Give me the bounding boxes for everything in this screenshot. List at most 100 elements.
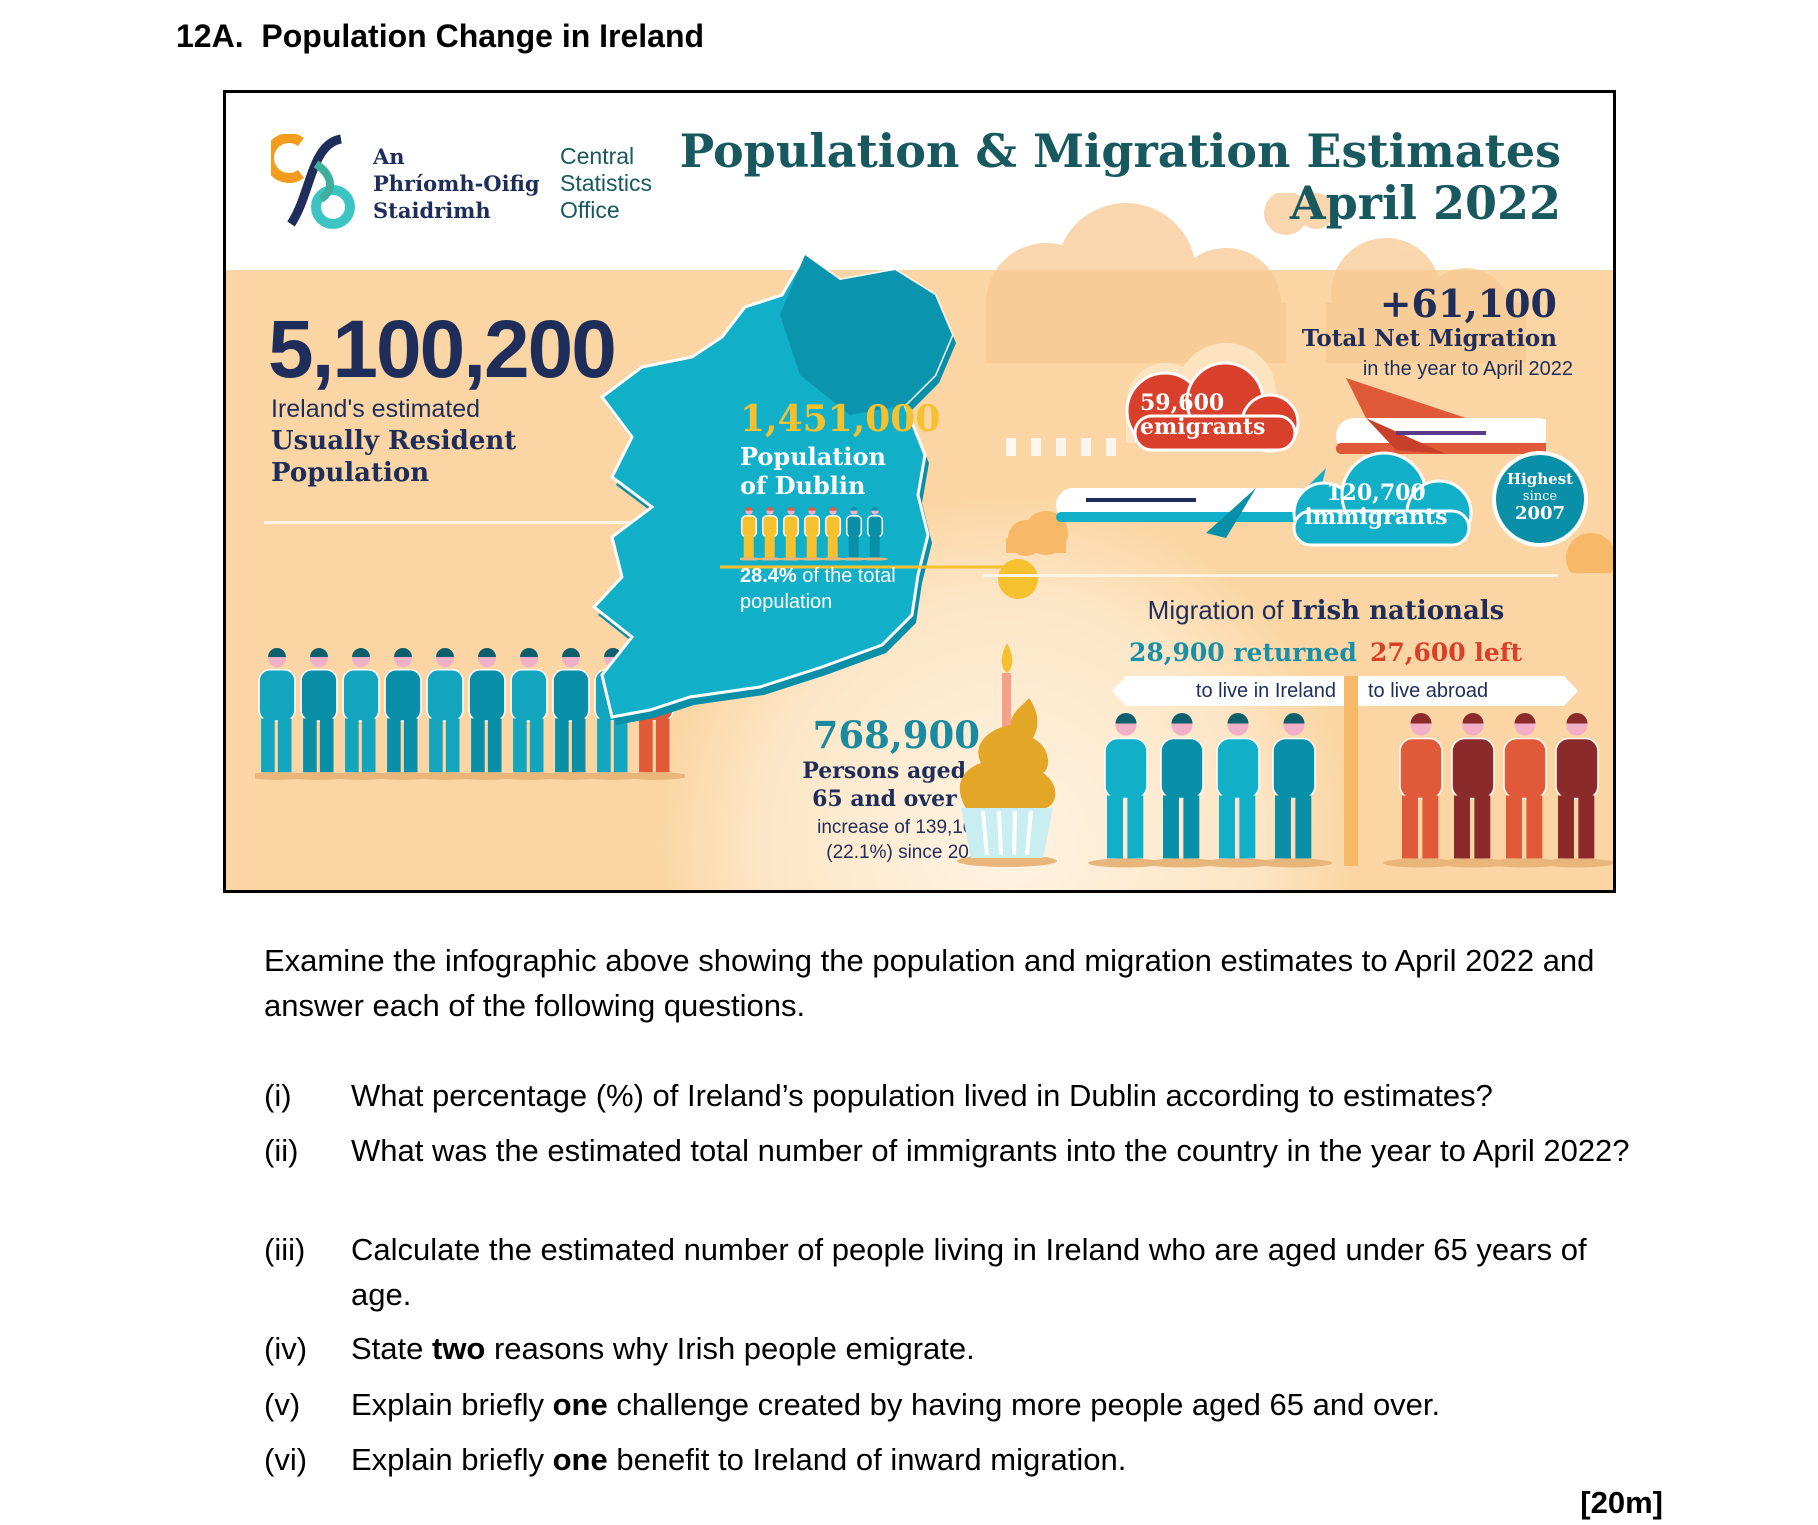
question-pre: Explain briefly xyxy=(351,1387,553,1422)
returning-person-icon xyxy=(1200,713,1276,868)
person-figure-icon xyxy=(286,648,352,780)
badge-line: since xyxy=(1522,489,1558,504)
question-pre: Calculate the estimated number of people… xyxy=(351,1232,1587,1312)
emigrants-label: emigrants xyxy=(1140,414,1266,440)
logo-irish-line: Phríomh-Oifig xyxy=(373,171,540,196)
divider xyxy=(983,574,1558,577)
question-text: Explain briefly one benefit to Ireland o… xyxy=(351,1437,1641,1482)
walking-people xyxy=(1088,713,1613,868)
infographic-title: Population & Migration Estimates April 2… xyxy=(680,125,1561,229)
dublin-marker xyxy=(998,559,1038,599)
logo-irish-line: An xyxy=(373,144,405,169)
intro-paragraph: Examine the infographic above showing th… xyxy=(264,943,1595,1023)
returned-value: 28,900 returned xyxy=(1129,638,1357,667)
leaving-person-icon xyxy=(1435,713,1511,868)
immigrants-cloud xyxy=(1292,451,1473,547)
label-line: Population xyxy=(740,442,886,471)
dublin-person-icon xyxy=(861,507,889,561)
question-number: (v) xyxy=(264,1387,301,1422)
dublin-label: Population of Dublin xyxy=(740,442,886,500)
dublin-person-icon xyxy=(756,507,784,561)
title-line-1: Population & Migration Estimates xyxy=(679,124,1561,178)
logo-english-line: Statistics xyxy=(560,170,653,196)
question-number: (iv) xyxy=(264,1331,308,1366)
returning-person-icon xyxy=(1144,713,1220,868)
question-pre: What percentage (%) of Ireland’s populat… xyxy=(351,1078,1493,1113)
elderly-line: (22.1%) since 2016 xyxy=(826,842,990,863)
dublin-person-icon xyxy=(840,507,868,561)
question-bold: one xyxy=(552,1387,608,1422)
question-text: Calculate the estimated number of people… xyxy=(351,1227,1641,1317)
leaving-person-icon xyxy=(1487,713,1563,868)
question-pre: Explain briefly xyxy=(351,1442,553,1477)
person-figure-icon xyxy=(496,648,562,780)
question-number: (i) xyxy=(264,1078,292,1113)
net-migration-value: +61,100 xyxy=(1379,281,1557,326)
dublin-crowd xyxy=(740,507,889,561)
elderly-bold: 65 and over xyxy=(812,786,957,812)
birthday-cupcake-icon xyxy=(957,643,1057,867)
label-line: of Dublin xyxy=(740,471,866,500)
cso-logo-icon xyxy=(271,134,355,229)
question-post: benefit to Ireland of inward migration. xyxy=(607,1442,1127,1477)
sign-to-ireland: to live in Ireland xyxy=(1112,676,1344,706)
title-bold: Irish nationals xyxy=(1290,596,1505,626)
question-text: State two reasons why Irish people emigr… xyxy=(351,1326,1641,1371)
person-figure-icon xyxy=(255,648,310,780)
irish-nationals-title: Migration of Irish nationals xyxy=(1136,595,1516,626)
logo-irish-text: An Phríomh-Oifig Staidrimh xyxy=(373,143,540,224)
leaving-person-icon xyxy=(1539,713,1613,868)
net-migration-sub: in the year to April 2022 xyxy=(1362,358,1573,380)
divider xyxy=(264,521,674,524)
question-number: (ii) xyxy=(264,1133,299,1168)
leaving-person-icon xyxy=(1383,713,1459,868)
person-figure-icon xyxy=(328,648,394,780)
plane-outbound-icon xyxy=(1336,378,1546,454)
logo-english-text: Central Statistics Office xyxy=(560,143,652,224)
infographic: An Phríomh-Oifig Staidrimh Central Stati… xyxy=(223,90,1616,893)
dublin-person-icon xyxy=(819,507,847,561)
marks: [20m] xyxy=(1580,1485,1663,1520)
dublin-person-icon xyxy=(740,507,763,561)
question-title: 12A. Population Change in Ireland xyxy=(176,18,704,55)
emigrants-text: 59,600 emigrants xyxy=(1140,391,1265,439)
title-line-2: April 2022 xyxy=(1289,176,1561,230)
signpost xyxy=(1344,676,1358,866)
population-label-bold: Usually Resident Population xyxy=(271,425,516,489)
elderly-block: 768,900 Persons aged 65 and over an incr… xyxy=(710,713,990,865)
percent-text: population xyxy=(740,591,833,613)
dublin-percent: 28.4% xyxy=(740,565,797,587)
question-post: reasons why Irish people emigrate. xyxy=(485,1331,975,1366)
logo-english-line: Office xyxy=(560,197,620,223)
label-line: Usually Resident xyxy=(271,426,517,456)
emigrants-cloud xyxy=(1125,361,1300,453)
logo-english-line: Central xyxy=(560,143,635,169)
question-number: (iii) xyxy=(264,1232,306,1267)
question-bold: two xyxy=(432,1331,486,1366)
question-heading: Population Change in Ireland xyxy=(261,18,705,54)
population-label: Ireland's estimated xyxy=(271,395,481,423)
left-value: 27,600 left xyxy=(1370,638,1523,667)
question-pre: What was the estimated total number of i… xyxy=(351,1133,1630,1168)
elderly-value: 768,900 xyxy=(812,713,980,757)
question-number: (vi) xyxy=(264,1442,308,1477)
person-figure-icon xyxy=(370,648,436,780)
airplanes xyxy=(1006,378,1546,538)
question-pre: State xyxy=(351,1331,432,1366)
elderly-line: 65 and over an xyxy=(710,785,990,815)
net-migration-label: Total Net Migration xyxy=(1301,325,1557,352)
dublin-person-icon xyxy=(798,507,826,561)
badge-line: 2007 xyxy=(1514,503,1566,524)
person-figure-icon xyxy=(412,648,478,780)
person-figure-icon xyxy=(454,648,520,780)
label-line: Population xyxy=(271,458,430,488)
ireland-map xyxy=(591,255,1020,725)
population-value: 5,100,200 xyxy=(268,304,617,395)
returning-person-icon xyxy=(1256,713,1332,868)
percent-text: of the total xyxy=(802,565,896,587)
population-crowd xyxy=(255,648,685,780)
title-light: Migration of xyxy=(1147,595,1284,625)
question-bold: one xyxy=(552,1442,608,1477)
question-number: 12A. xyxy=(176,18,244,54)
question-post: challenge created by having more people … xyxy=(607,1387,1441,1422)
